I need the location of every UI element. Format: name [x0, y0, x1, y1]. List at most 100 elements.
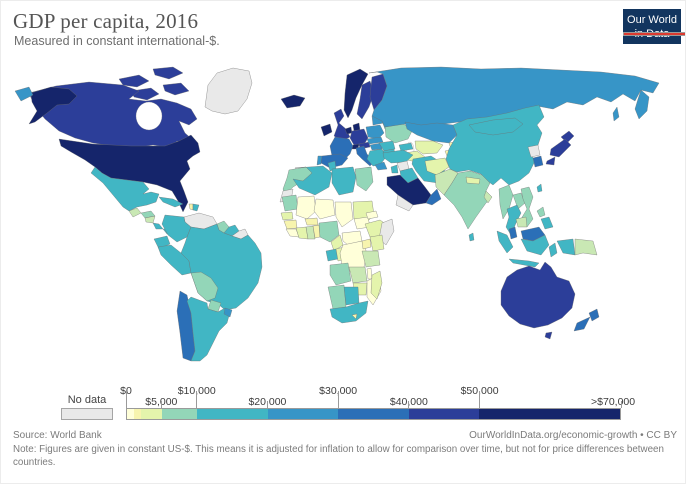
legend-tick-label: >$70,000 — [591, 396, 636, 408]
country-poland[interactable] — [365, 124, 385, 140]
country-cuba[interactable] — [158, 196, 184, 208]
country-burkina-faso[interactable] — [304, 217, 319, 226]
country-kazakhstan[interactable] — [404, 121, 458, 144]
country-mauritania[interactable] — [281, 194, 299, 212]
country-ireland[interactable] — [320, 123, 333, 137]
country-papua-new-guinea[interactable] — [574, 238, 598, 256]
country-indonesia[interactable] — [520, 234, 550, 256]
country-new-zealand[interactable] — [573, 316, 591, 332]
country-mongolia[interactable] — [468, 117, 524, 136]
country-canada[interactable] — [118, 74, 150, 88]
legend-bin[interactable] — [197, 409, 268, 419]
country-usa-alaska[interactable] — [28, 86, 78, 125]
legend-bin[interactable] — [267, 409, 339, 419]
country-israel-jordan[interactable] — [390, 164, 399, 174]
country-bangladesh[interactable] — [483, 190, 493, 204]
country-taiwan[interactable] — [536, 183, 543, 193]
country-zambia[interactable] — [348, 266, 368, 284]
owid-link[interactable]: OurWorldInData.org/economic-growth • CC … — [469, 430, 677, 441]
country-greece[interactable] — [374, 161, 388, 171]
country-iceland[interactable] — [280, 94, 306, 109]
legend-bin[interactable] — [479, 409, 620, 419]
country-australia[interactable] — [544, 331, 553, 340]
country-bolivia[interactable] — [190, 271, 219, 302]
legend-bin[interactable] — [134, 409, 142, 419]
country-afghanistan[interactable] — [424, 157, 450, 176]
country-kenya[interactable] — [369, 234, 385, 252]
country-nepal[interactable] — [465, 176, 481, 185]
country-sweden[interactable] — [356, 80, 375, 120]
legend-bin[interactable] — [141, 409, 163, 419]
country-ghana[interactable] — [305, 225, 316, 240]
country-oman[interactable] — [425, 188, 442, 206]
country-eritrea[interactable] — [365, 210, 379, 220]
country-sri-lanka[interactable] — [468, 232, 475, 242]
country-canada[interactable] — [162, 82, 190, 96]
owid-logo[interactable]: Our World in Data — [623, 9, 685, 44]
country-mali[interactable] — [295, 195, 317, 220]
country-malaysia[interactable] — [508, 226, 518, 240]
legend-bin[interactable] — [408, 409, 480, 419]
country-new-zealand[interactable] — [588, 308, 600, 322]
country-niger[interactable] — [313, 198, 336, 220]
country-nigeria[interactable] — [318, 220, 340, 243]
country-lesotho[interactable] — [351, 313, 358, 320]
country-costa-rica[interactable] — [152, 222, 164, 230]
legend-color-bar[interactable] — [126, 408, 621, 420]
country-russia[interactable] — [612, 106, 620, 122]
country-uganda[interactable] — [361, 238, 372, 250]
country-japan[interactable] — [545, 156, 556, 166]
country-caucasus[interactable] — [398, 142, 414, 152]
country-haiti[interactable] — [188, 203, 194, 211]
country-libya[interactable] — [331, 166, 357, 196]
country-angola[interactable] — [329, 262, 352, 286]
owid-logo-line1: Our World — [627, 14, 677, 26]
country-south-korea[interactable] — [532, 155, 544, 168]
country-canada[interactable] — [152, 66, 184, 80]
country-chad[interactable] — [334, 201, 354, 228]
country-tanzania[interactable] — [361, 250, 381, 268]
country-indonesia[interactable] — [556, 238, 576, 256]
country-algeria[interactable] — [292, 165, 333, 196]
legend-bin[interactable] — [338, 409, 409, 419]
country-indonesia[interactable] — [496, 230, 514, 254]
country-dominican-republic[interactable] — [192, 203, 200, 212]
country-uzbekistan[interactable] — [414, 140, 444, 155]
country-russia[interactable] — [634, 89, 650, 120]
country-senegal[interactable] — [280, 211, 294, 221]
legend-bin[interactable] — [162, 409, 198, 419]
country-cambodia[interactable] — [515, 216, 528, 228]
country-japan[interactable] — [549, 138, 572, 158]
country-czechia[interactable] — [366, 136, 384, 145]
legend-bin[interactable] — [127, 409, 135, 419]
country-argentina[interactable] — [186, 296, 231, 362]
country-philippines[interactable] — [536, 206, 546, 218]
country-indonesia[interactable] — [508, 258, 540, 268]
country-north-korea[interactable] — [527, 144, 541, 158]
country-south-africa[interactable] — [329, 300, 369, 324]
country-russia[interactable] — [368, 66, 660, 128]
page-title: GDP per capita, 2016 — [13, 9, 199, 33]
country-malawi[interactable] — [366, 267, 373, 280]
country-brazil[interactable] — [180, 223, 263, 311]
country-botswana[interactable] — [343, 286, 360, 306]
country-russia[interactable] — [14, 86, 34, 102]
country-madagascar[interactable] — [370, 270, 383, 300]
country-portugal[interactable] — [316, 155, 323, 166]
legend-no-data-swatch[interactable] — [61, 408, 113, 420]
country-guinea[interactable] — [283, 219, 298, 230]
country-mexico[interactable] — [90, 166, 160, 212]
country-norway[interactable] — [343, 68, 369, 119]
country-vietnam[interactable] — [520, 186, 534, 228]
source-text: Source: World Bank — [13, 430, 102, 441]
country-greenland[interactable] — [204, 67, 253, 115]
country-indonesia[interactable] — [548, 242, 558, 258]
country-egypt[interactable] — [354, 166, 374, 192]
country-romania[interactable] — [378, 140, 396, 152]
country-namibia[interactable] — [327, 284, 347, 310]
country-australia[interactable] — [500, 261, 576, 329]
country-yemen[interactable] — [395, 194, 414, 212]
country-uruguay[interactable] — [223, 307, 233, 318]
legend-bar-area: $0$5,000$10,000$20,000$30,000$40,000$50,… — [120, 385, 635, 423]
country-philippines[interactable] — [540, 216, 554, 230]
